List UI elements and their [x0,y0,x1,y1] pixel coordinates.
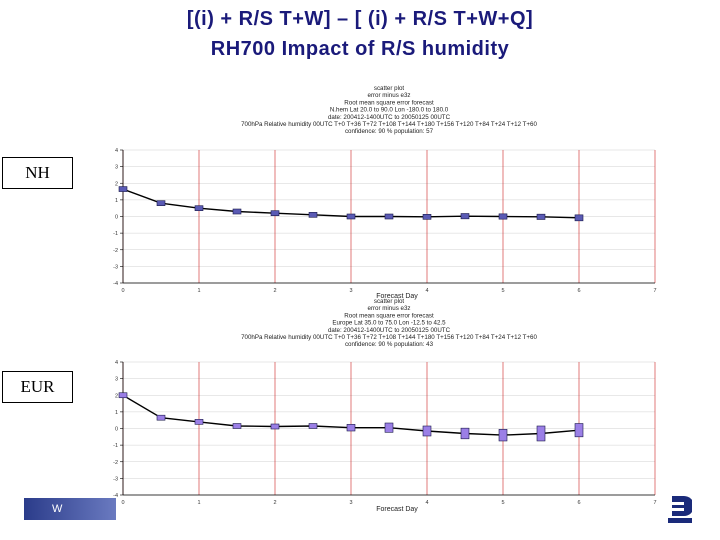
data-point [422,425,432,437]
data-point [536,425,546,442]
slide-title-line1: [(i) + R/S T+W] – [ (i) + R/S T+W+Q] [186,8,534,30]
data-point [308,212,318,218]
y-tick-label: 4 [115,148,118,154]
y-tick-label: 2 [115,393,118,399]
data-point [118,392,128,399]
chart-header-line: Root mean square error forecast [344,99,434,106]
data-point [498,429,508,442]
data-point [118,186,128,192]
x-tick-label: 0 [121,500,124,506]
chart-header-line: N.hem Lat 20.0 to 90.0 Lon -180.0 to 180… [330,107,449,114]
data-point [536,213,546,220]
x-tick-label: 5 [501,500,504,506]
institution-logo [668,496,692,523]
x-tick-label: 4 [425,288,428,294]
chart-header-line: scatter plot [374,298,405,305]
data-point [422,214,432,220]
y-tick-label: 3 [115,165,118,171]
region-label-nh: NH [2,157,73,189]
data-point [384,422,394,433]
region-label-eur: EUR [2,371,73,403]
x-tick-label: 6 [577,500,580,506]
x-tick-label: 4 [425,500,428,506]
footer-logo-bar: W [24,498,116,520]
x-tick-label: 3 [349,288,352,294]
data-point [384,213,394,220]
x-tick-label: 6 [577,288,580,294]
chart-header-line: error minus e3z [368,305,411,312]
data-point [194,205,204,211]
chart-header-line: error minus e3z [368,92,411,99]
x-tick-label: 1 [197,500,200,506]
y-tick-label: -2 [113,460,118,466]
x-tick-label: 2 [273,500,276,506]
data-point [194,419,204,425]
y-tick-label: -2 [113,248,118,254]
y-tick-label: 2 [115,181,118,187]
x-tick-label: 0 [121,288,124,294]
y-tick-label: -1 [113,443,118,449]
y-tick-label: -1 [113,231,118,237]
chart-header-line: date: 200412-1400UTC to 20050125 00UTC [328,114,451,121]
chart-header-line: scatter plot [374,85,405,92]
chart-header-line: 700hPa Relative humidity 00UTC T+0 T+36 … [241,121,537,128]
x-axis-label: Forecast Day [376,506,418,513]
footer-text: W [52,503,63,515]
y-tick-label: 0 [115,215,118,221]
data-point [156,200,166,206]
y-tick-label: -3 [113,476,118,482]
chart-header-line: 700hPa Relative humidity 00UTC T+0 T+36 … [241,334,537,341]
data-point [270,423,280,430]
data-point [156,414,166,421]
y-tick-label: 4 [115,360,118,366]
data-point [460,427,470,440]
data-point [232,208,242,215]
y-tick-label: -4 [113,281,118,287]
chart-header-line: Europe Lat 35.0 to 75.0 Lon -12.5 to 42.… [332,320,446,327]
data-point [498,213,508,220]
x-tick-label: 7 [653,288,656,294]
data-point [270,210,280,216]
y-tick-label: -3 [113,264,118,270]
y-tick-label: 1 [115,198,118,204]
data-point [232,423,242,429]
y-tick-label: 3 [115,377,118,383]
x-tick-label: 5 [501,288,504,294]
data-point [460,213,470,220]
data-point [574,423,584,438]
y-tick-label: 0 [115,427,118,433]
data-point [346,424,356,432]
chart-header-line: confidence: 90 % population: 57 [345,128,434,135]
x-tick-label: 2 [273,288,276,294]
x-axis-label: Forecast Day [376,293,418,300]
data-point [346,213,356,220]
chart-header-line: date: 200412-1400UTC to 20050125 00UTC [328,327,451,334]
data-point [574,214,584,222]
x-tick-label: 7 [653,500,656,506]
chart-header-line: Root mean square error forecast [344,312,434,319]
x-tick-label: 3 [349,500,352,506]
data-point [308,423,318,429]
chart-header-line: confidence: 90 % population: 43 [345,341,434,348]
x-tick-label: 1 [197,288,200,294]
y-tick-label: 1 [115,410,118,416]
y-tick-label: -4 [113,493,118,499]
slide-title-line2: RH700 Impact of R/S humidity [210,38,510,60]
